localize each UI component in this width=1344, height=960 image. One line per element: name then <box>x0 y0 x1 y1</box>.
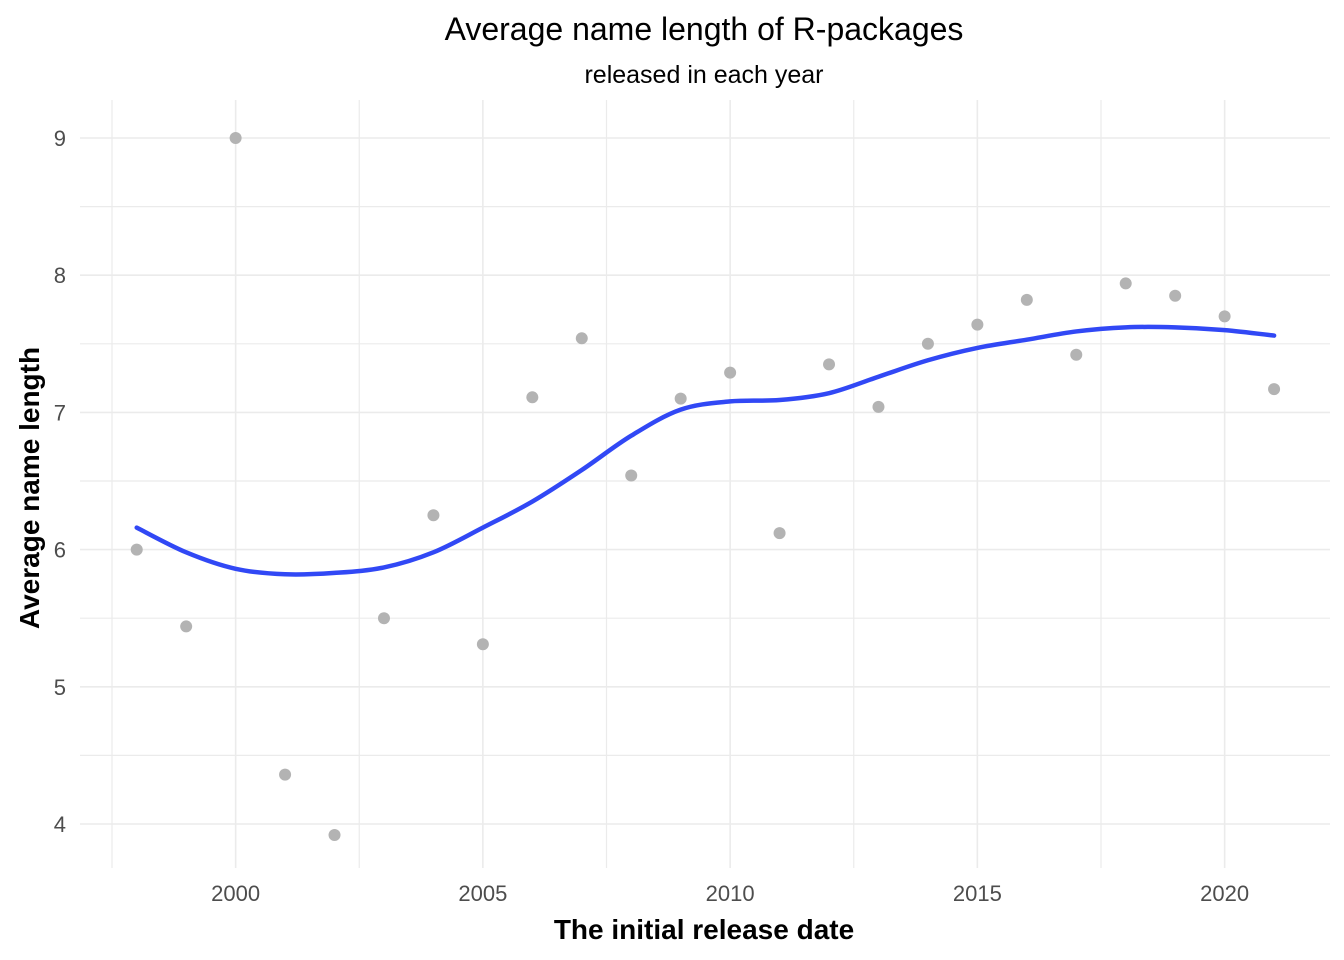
data-point <box>1268 383 1281 396</box>
y-tick-label: 6 <box>54 538 66 563</box>
grid-layer <box>80 100 1330 868</box>
x-tick-label: 2005 <box>458 881 507 906</box>
data-point <box>328 828 341 841</box>
y-tick-label: 7 <box>54 400 66 425</box>
data-point <box>427 509 440 522</box>
data-point <box>229 132 242 144</box>
data-point <box>1020 293 1033 306</box>
data-point <box>526 391 539 404</box>
x-tick-label: 2015 <box>953 881 1002 906</box>
data-point <box>1218 310 1231 323</box>
data-point <box>971 318 984 331</box>
chart-title: Average name length of R-packages <box>445 11 964 47</box>
y-tick-label: 5 <box>54 675 66 700</box>
data-point <box>625 469 638 482</box>
y-tick-label: 4 <box>54 812 66 837</box>
data-point <box>279 768 292 781</box>
data-point <box>180 620 193 633</box>
y-axis-title: Average name length <box>14 347 45 629</box>
data-point <box>1070 348 1083 361</box>
x-axis-title: The initial release date <box>554 914 854 945</box>
x-tick-label: 2020 <box>1200 881 1249 906</box>
data-point <box>1119 277 1132 290</box>
y-tick-label: 8 <box>54 263 66 288</box>
smooth-trend-line <box>134 324 1277 577</box>
data-point <box>674 392 687 405</box>
ticks-layer: 2000 2005 2010 2015 2020 4 5 6 7 8 9 <box>54 126 1249 906</box>
smooth-layer <box>134 324 1277 577</box>
data-point <box>921 337 934 350</box>
data-point <box>575 332 588 345</box>
data-point <box>823 358 836 371</box>
data-point <box>476 638 489 651</box>
data-point <box>872 400 885 413</box>
y-tick-label: 9 <box>54 126 66 151</box>
data-point <box>1169 289 1182 302</box>
chart-subtitle: released in each year <box>584 61 823 89</box>
points-layer <box>130 132 1281 841</box>
x-tick-label: 2000 <box>211 881 260 906</box>
data-point <box>377 612 390 625</box>
data-point <box>724 366 737 379</box>
x-tick-label: 2010 <box>706 881 755 906</box>
data-point <box>773 527 786 540</box>
data-point <box>130 543 143 556</box>
